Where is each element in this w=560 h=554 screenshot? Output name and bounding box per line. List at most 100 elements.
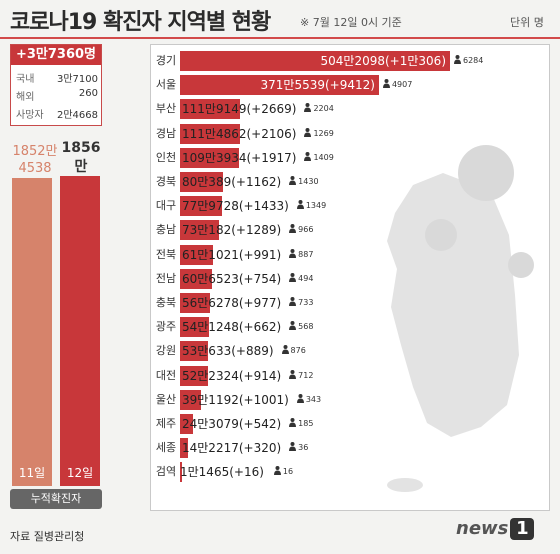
region-label: 경북 — [155, 175, 177, 188]
region-value-label: 109만3934(+1917) — [182, 150, 297, 165]
region-bar — [180, 244, 213, 265]
cumulative-11-line2: 4538 — [18, 161, 52, 176]
person-icon — [382, 79, 390, 89]
person-icon — [289, 369, 297, 379]
region-value-label: 111만4862(+2106) — [182, 126, 297, 141]
region-label: 인천 — [155, 150, 177, 164]
cumulative-caption: 누적확진자 — [10, 489, 102, 509]
person-icon — [454, 55, 461, 64]
person-icon — [304, 151, 312, 161]
region-value-label: 111만9149(+2669) — [182, 102, 297, 117]
region-bar — [180, 51, 450, 71]
region-bar — [180, 123, 240, 144]
region-bar — [180, 317, 209, 338]
region-deaths-label: 36 — [289, 438, 308, 458]
person-icon — [281, 345, 289, 355]
region-deaths-label: 343 — [296, 390, 321, 410]
region-bar — [180, 438, 188, 459]
cumulative-bar-11 — [12, 178, 52, 486]
region-deaths-label: 1409 — [304, 148, 334, 168]
region-bar — [180, 389, 201, 410]
region-bar — [180, 220, 220, 241]
unit-label: 단위 명 — [510, 16, 544, 29]
region-value-label: 53만633(+889) — [182, 344, 274, 359]
region-label: 제주 — [155, 417, 177, 430]
region-label: 부산 — [155, 102, 177, 116]
region-bar — [180, 341, 209, 362]
region-label: 경남 — [155, 126, 177, 140]
logo-text: news — [456, 518, 509, 539]
region-label: 전남 — [155, 271, 177, 285]
region-value-label: 24만3079(+542) — [182, 417, 282, 431]
deaths-label: 사망자 — [16, 110, 44, 121]
region-deaths-label: 1349 — [296, 196, 326, 216]
region-bar — [180, 172, 223, 192]
region-label: 광주 — [155, 320, 177, 334]
person-icon — [273, 466, 281, 476]
day-12-label: 12일 — [66, 466, 94, 480]
daily-new-cases: +3만7360명 — [11, 45, 101, 65]
overseas-value: 260 — [78, 88, 98, 99]
region-label: 검역 — [155, 465, 177, 479]
person-icon — [289, 248, 297, 258]
region-value-label: 61만1021(+991) — [182, 247, 282, 262]
region-label: 대전 — [155, 368, 177, 382]
person-icon — [296, 393, 304, 403]
region-value-label: 52만2324(+914) — [182, 368, 282, 383]
region-value-label: 371만5539(+9412) — [260, 78, 375, 93]
korea-map-illustration — [387, 145, 534, 492]
region-deaths-label: 712 — [289, 366, 313, 386]
region-chart-panel — [150, 44, 550, 511]
person-icon — [296, 200, 304, 210]
deaths-row: 사망자 2만4668 — [16, 106, 98, 121]
overseas-row: 해외 260 — [16, 88, 98, 103]
person-icon — [289, 321, 297, 331]
region-value-label: 56만6278(+977) — [182, 296, 282, 310]
cumulative-12-line1: 1856만 — [61, 140, 101, 175]
region-label: 울산 — [155, 392, 177, 406]
region-bar — [180, 196, 222, 217]
region-label: 전북 — [155, 247, 177, 261]
region-label: 세종 — [155, 441, 177, 455]
region-bar — [180, 414, 194, 434]
region-value-label: 80만389(+1162) — [182, 175, 282, 189]
region-label: 충북 — [155, 296, 177, 309]
person-icon — [289, 176, 297, 185]
deaths-value: 2만4668 — [56, 110, 98, 121]
region-label: 서울 — [155, 78, 177, 92]
region-value-label: 39만1192(+1001) — [182, 392, 289, 407]
cumulative-bar-12 — [60, 176, 100, 486]
region-deaths-label: 16 — [273, 462, 293, 482]
region-bar — [180, 293, 211, 313]
region-label: 대구 — [155, 199, 177, 213]
logo-mark: 1 — [510, 518, 535, 540]
region-value-label: 14만2217(+320) — [182, 441, 282, 456]
daily-summary-box: +3만7360명 국내 3만7100 해외 260 사망자 2만4668 — [10, 44, 102, 126]
person-icon — [304, 127, 312, 137]
region-deaths-label: 2204 — [304, 99, 334, 119]
page-title: 코로나19 확진자 지역별 현황 — [10, 10, 271, 35]
region-deaths-label: 966 — [289, 220, 313, 240]
region-deaths-label: 733 — [289, 293, 313, 313]
region-deaths-label: 1269 — [304, 124, 334, 144]
region-value-label: 1만1465(+16) — [180, 465, 264, 480]
domestic-label: 국내 — [16, 74, 35, 85]
region-bar — [180, 75, 379, 96]
region-bar — [180, 365, 208, 386]
region-label: 경기 — [155, 54, 177, 67]
region-deaths-label: 6284 — [454, 51, 483, 71]
person-icon — [289, 442, 297, 452]
title-divider — [0, 37, 560, 39]
region-deaths-label: 1430 — [289, 172, 319, 192]
cumulative-11-line1: 1852만 — [12, 144, 58, 159]
region-deaths-label: 876 — [281, 341, 306, 361]
region-value-label: 60만6523(+754) — [182, 271, 282, 286]
region-deaths-label: 494 — [289, 269, 313, 289]
day-11-label: 11일 — [18, 466, 46, 480]
person-icon — [304, 103, 312, 113]
region-deaths-label: 568 — [289, 317, 313, 337]
domestic-value: 3만7100 — [56, 74, 98, 85]
person-icon — [289, 418, 297, 427]
region-value-label: 73만182(+1289) — [182, 223, 282, 238]
